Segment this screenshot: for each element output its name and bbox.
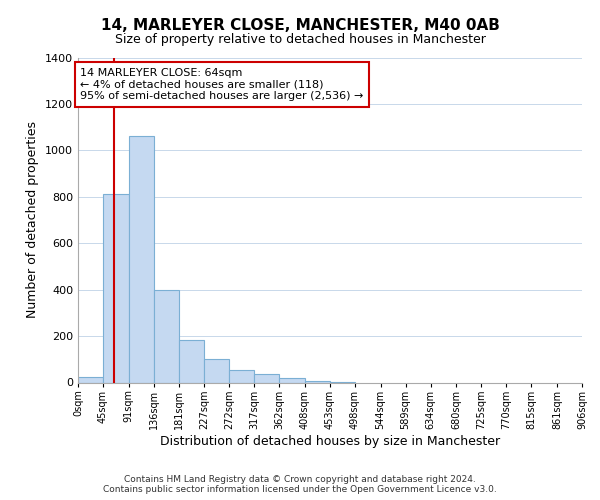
Bar <box>154 290 179 382</box>
Bar <box>78 376 103 382</box>
Bar <box>179 340 204 382</box>
Bar <box>305 380 330 382</box>
Bar <box>103 194 128 382</box>
Y-axis label: Number of detached properties: Number of detached properties <box>26 122 40 318</box>
Text: Contains HM Land Registry data © Crown copyright and database right 2024.
Contai: Contains HM Land Registry data © Crown c… <box>103 474 497 494</box>
Bar <box>229 370 254 382</box>
Bar <box>128 136 154 382</box>
Bar <box>204 360 229 382</box>
Bar <box>280 378 305 382</box>
Text: 14, MARLEYER CLOSE, MANCHESTER, M40 0AB: 14, MARLEYER CLOSE, MANCHESTER, M40 0AB <box>101 18 499 32</box>
Text: Size of property relative to detached houses in Manchester: Size of property relative to detached ho… <box>115 32 485 46</box>
X-axis label: Distribution of detached houses by size in Manchester: Distribution of detached houses by size … <box>160 434 500 448</box>
Text: 14 MARLEYER CLOSE: 64sqm
← 4% of detached houses are smaller (118)
95% of semi-d: 14 MARLEYER CLOSE: 64sqm ← 4% of detache… <box>80 68 364 101</box>
Bar <box>254 374 280 382</box>
